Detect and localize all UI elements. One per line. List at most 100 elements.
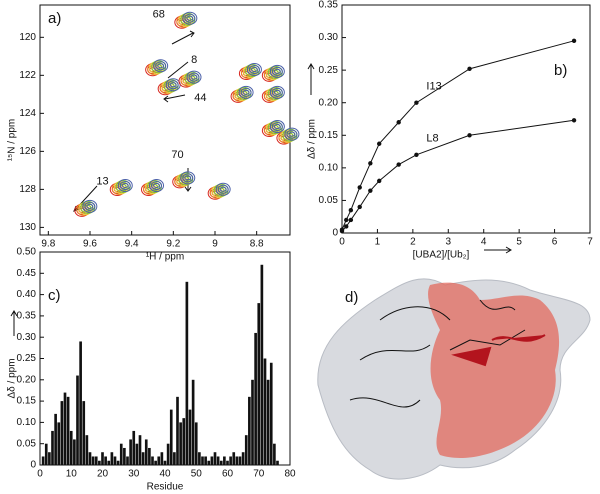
x-tick-label: 0	[339, 237, 345, 248]
bar	[101, 452, 104, 465]
bar	[257, 303, 261, 465]
point	[348, 217, 354, 223]
point	[344, 217, 349, 223]
y-tick-label: 0.15	[319, 130, 339, 141]
bar	[85, 435, 89, 465]
bar	[91, 456, 95, 465]
peak	[117, 178, 133, 192]
x-tick-label: 9.4	[125, 239, 139, 250]
bar	[244, 435, 248, 465]
y-tick-label: 0.20	[319, 97, 339, 108]
bar	[248, 396, 251, 465]
y-tick-label: 0	[30, 460, 36, 471]
contour	[184, 175, 192, 181]
point	[396, 162, 401, 167]
y-tick-label: 0.40	[17, 289, 37, 300]
arrow	[10, 310, 18, 336]
x-tick-label: 80	[284, 469, 296, 480]
shifted-surface	[428, 282, 560, 458]
peak	[82, 199, 98, 213]
contour	[82, 199, 98, 213]
contour	[153, 59, 169, 73]
bar	[260, 264, 264, 465]
point	[377, 141, 382, 146]
peak	[269, 64, 285, 78]
y-tick-label: 0.20	[17, 374, 37, 385]
arrow	[307, 63, 315, 95]
contour	[151, 180, 162, 190]
bar	[113, 456, 117, 465]
bar	[116, 460, 120, 465]
bar	[48, 452, 51, 465]
point	[344, 224, 349, 229]
bar	[191, 379, 195, 465]
contour	[84, 201, 96, 211]
y-tick-label: 0.30	[17, 332, 37, 343]
bar	[126, 456, 129, 465]
bar	[66, 396, 70, 465]
y-tick-label: 128	[19, 184, 36, 195]
panel-label: d)	[345, 289, 358, 306]
bar	[154, 460, 157, 465]
bar	[219, 460, 223, 465]
y-tick-label: 130	[19, 222, 36, 233]
bar	[254, 332, 257, 465]
bar	[223, 456, 226, 465]
point	[357, 204, 362, 210]
contour	[248, 65, 260, 75]
y-tick-label: 0.10	[17, 417, 37, 428]
bar	[201, 456, 204, 465]
contour	[250, 67, 258, 73]
contour	[219, 186, 227, 192]
bar	[160, 452, 164, 465]
y-tick-label: 0.45	[17, 268, 37, 279]
peak	[269, 120, 285, 134]
protein-surface	[317, 278, 591, 480]
panel-label: b)	[554, 62, 567, 79]
peak	[269, 85, 285, 99]
bar	[148, 447, 151, 465]
contour	[271, 122, 283, 132]
peak	[246, 63, 262, 77]
x-tick-label: 5	[516, 237, 522, 248]
arrow	[171, 30, 195, 45]
contour	[186, 15, 194, 21]
bar	[182, 418, 186, 465]
contour	[119, 180, 131, 190]
arrow	[163, 94, 186, 103]
y-tick-label: 0.35	[17, 311, 37, 322]
contour	[242, 89, 250, 95]
bar	[241, 452, 245, 465]
bar	[179, 422, 182, 465]
peak	[180, 171, 196, 185]
x-tick-label: 70	[253, 469, 265, 480]
series-label: I13	[426, 81, 441, 93]
y-tick-label: 0.25	[17, 353, 37, 364]
bar	[235, 456, 239, 465]
x-tick-label: 10	[66, 469, 78, 480]
bar	[135, 443, 139, 465]
arrows	[10, 30, 512, 336]
bar	[176, 396, 179, 465]
ribbon	[349, 299, 526, 408]
point	[467, 66, 472, 72]
x-tick-label: 9.2	[166, 239, 180, 250]
bar	[82, 401, 86, 465]
contour	[157, 63, 165, 69]
contour	[269, 120, 285, 134]
bar	[123, 447, 126, 465]
bar	[79, 341, 82, 465]
bar	[269, 362, 273, 465]
x-tick-label: 20	[97, 469, 109, 480]
bar	[169, 409, 173, 465]
bar	[129, 439, 132, 465]
peak-annotation: 8	[191, 54, 197, 66]
contour	[153, 182, 160, 188]
bar	[166, 443, 170, 465]
x-tick-label: 8.8	[250, 239, 264, 250]
plot-frame	[39, 4, 291, 236]
bar	[119, 443, 123, 465]
contour	[288, 131, 296, 137]
x-tick-label: 6	[552, 237, 558, 248]
peak-annotation: 68	[153, 8, 165, 20]
